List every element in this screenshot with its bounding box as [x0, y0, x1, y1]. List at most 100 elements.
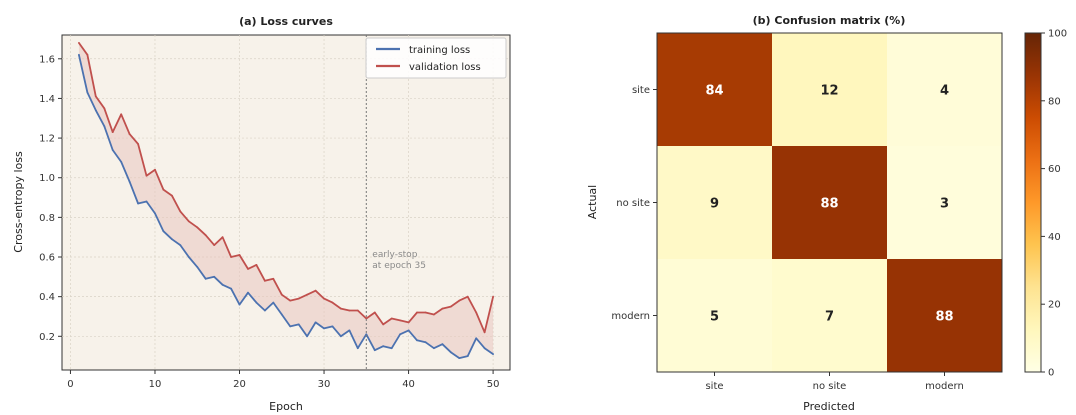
data-point [230, 256, 233, 258]
matrix-cell [772, 146, 887, 259]
generalization-gap-fill [78, 42, 494, 359]
colorbar-tick-label: 80 [1048, 96, 1061, 107]
data-point [475, 311, 478, 314]
y-tick-label: 1.4 [39, 94, 55, 105]
data-point [314, 321, 317, 324]
data-point [323, 327, 325, 330]
x-tick-label: 30 [318, 379, 331, 390]
data-point [111, 149, 114, 151]
legend-label-validation: validation loss [409, 62, 481, 73]
data-point [483, 331, 486, 334]
data-point [187, 220, 190, 223]
data-point [238, 254, 241, 256]
x-category-label: modern [925, 381, 964, 392]
matrix-cell [657, 33, 772, 146]
data-point [86, 53, 89, 56]
data-point [221, 283, 224, 286]
data-point [297, 323, 300, 326]
data-point [213, 275, 216, 278]
data-point [86, 91, 89, 94]
loss-y-axis-label: Cross-entropy loss [12, 151, 25, 253]
x-category-label: no site [813, 381, 847, 392]
data-point [466, 355, 469, 357]
confusion-x-axis-label: Predicted [803, 400, 855, 413]
x-tick-label: 0 [67, 379, 73, 390]
data-point [340, 335, 342, 338]
y-category-label: site [632, 85, 650, 96]
colorbar-tick-label: 40 [1048, 232, 1061, 243]
data-point [390, 347, 393, 350]
data-point [204, 234, 207, 237]
data-point [340, 307, 342, 310]
data-point [154, 212, 156, 215]
data-point [483, 347, 486, 350]
data-point [348, 309, 351, 312]
data-point [111, 131, 114, 134]
data-point [128, 180, 131, 183]
confusion-y-ticks: site no site modern [611, 85, 657, 322]
data-point [78, 53, 80, 56]
matrix-cell [657, 146, 772, 259]
data-point [356, 347, 359, 350]
data-point [120, 113, 123, 116]
cell-value-label: 5 [710, 310, 719, 325]
colorbar-tick-label: 0 [1048, 368, 1054, 379]
data-point [449, 305, 452, 308]
colorbar-tick-label: 100 [1048, 29, 1067, 40]
data-point [365, 333, 368, 336]
x-tick-label: 20 [233, 379, 246, 390]
data-point [264, 309, 266, 312]
y-tick-label: 1.2 [39, 134, 55, 145]
early-stop-annotation-line2: at epoch 35 [372, 261, 426, 271]
y-category-label: modern [611, 311, 650, 322]
matrix-cell [887, 259, 1002, 372]
data-point [196, 266, 199, 268]
data-point [171, 238, 173, 241]
loss-x-axis-label: Epoch [269, 400, 303, 413]
matrix-cell [772, 33, 887, 146]
data-point [196, 226, 199, 229]
data-point [466, 295, 469, 298]
cell-value-label: 7 [825, 310, 834, 325]
legend-label-training: training loss [409, 45, 470, 56]
data-point [390, 317, 393, 320]
data-point [171, 194, 173, 197]
data-point [230, 287, 233, 290]
x-tick-label: 10 [149, 379, 162, 390]
confusion-x-ticks: site no site modern [705, 372, 964, 392]
data-point [475, 337, 478, 340]
y-category-label: no site [616, 198, 650, 209]
data-point [120, 161, 123, 163]
confusion-matrix-cells: 84 12 4 9 88 3 5 7 88 [657, 33, 1002, 372]
data-point [145, 174, 148, 177]
colorbar-tick-label: 20 [1048, 300, 1061, 311]
data-point [264, 279, 266, 282]
data-point [103, 125, 106, 128]
data-point [458, 299, 461, 302]
data-point [255, 301, 258, 304]
colorbar-tick-label: 60 [1048, 164, 1061, 175]
cell-value-label: 3 [940, 197, 949, 212]
data-point [407, 329, 410, 332]
x-tick-label: 50 [487, 379, 500, 390]
y-tick-label: 0.4 [39, 292, 55, 303]
data-point [441, 343, 444, 346]
data-point [449, 351, 452, 354]
data-point [94, 95, 97, 98]
data-point [356, 309, 359, 312]
data-point [424, 341, 427, 344]
data-point [373, 349, 376, 352]
cell-value-label: 88 [935, 310, 953, 325]
data-point [289, 299, 292, 302]
loss-x-ticks: 0 10 20 30 40 50 [67, 370, 499, 390]
data-point [433, 313, 435, 316]
data-point [331, 301, 334, 304]
x-category-label: site [705, 381, 723, 392]
data-point [238, 303, 241, 306]
matrix-cell [772, 259, 887, 372]
data-point [382, 345, 385, 348]
colorbar-ticks: 0 20 40 60 80 100 [1041, 29, 1067, 379]
legend-box [365, 37, 507, 79]
cell-value-label: 88 [820, 197, 838, 212]
data-point [323, 297, 325, 300]
